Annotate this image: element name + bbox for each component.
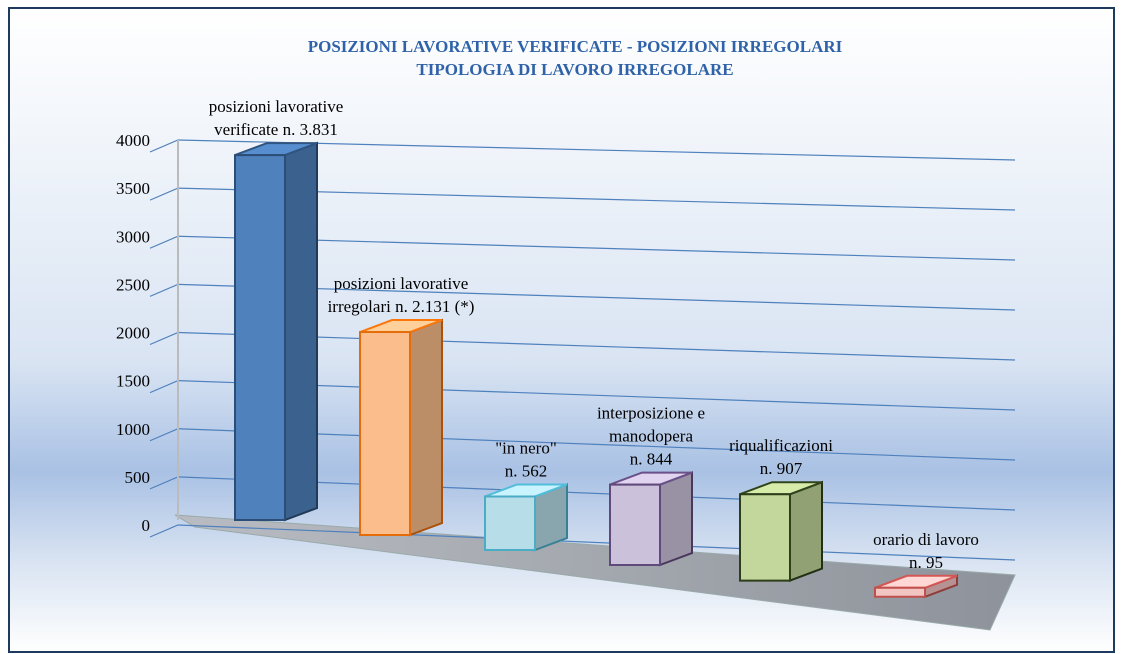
data-label: verificate n. 3.831: [214, 120, 338, 139]
data-label: posizioni lavorative: [334, 274, 469, 293]
y-tick-label: 3000: [116, 227, 150, 246]
y-tick-label: 1500: [116, 372, 150, 391]
chart-title: POSIZIONI LAVORATIVE VERIFICATE - POSIZI…: [308, 37, 843, 56]
data-label: riqualificazioni: [729, 436, 833, 455]
data-label: irregolari n. 2.131 (*): [328, 297, 475, 316]
floor: [174, 514, 1016, 631]
bar-3d: [874, 574, 958, 599]
bar-3d: [234, 141, 318, 522]
bar: [359, 331, 411, 536]
bar-side: [409, 318, 443, 537]
bar-3d: [739, 480, 823, 583]
bar: [874, 586, 926, 598]
y-tick-label: 4000: [116, 131, 150, 150]
y-tick-label: 1000: [116, 420, 150, 439]
data-label: "in nero": [495, 438, 557, 457]
bar-side: [659, 471, 693, 567]
bar-3d: [359, 318, 443, 537]
y-tick-label: 0: [142, 516, 151, 535]
y-tick-label: 2000: [116, 324, 150, 343]
grid-line: [149, 524, 1016, 561]
bar-3d: [609, 471, 693, 567]
data-label: posizioni lavorative: [209, 97, 344, 116]
bar-3d: [484, 483, 568, 552]
y-tick-label: 500: [125, 468, 151, 487]
bar-side: [789, 480, 823, 583]
y-tick-label: 3500: [116, 179, 150, 198]
chart-title: TIPOLOGIA DI LAVORO IRREGOLARE: [416, 60, 733, 79]
data-label: orario di lavoro: [873, 530, 979, 549]
data-label: n. 844: [630, 450, 673, 469]
bar: [234, 154, 286, 521]
data-label: interposizione e: [597, 404, 705, 423]
data-label: manodopera: [609, 427, 693, 446]
y-tick-label: 2500: [116, 275, 150, 294]
bar: [484, 495, 536, 551]
bar-side: [284, 141, 318, 522]
bar: [609, 483, 661, 566]
bar: [739, 493, 791, 582]
data-label: n. 907: [760, 459, 803, 478]
data-label: n. 95: [909, 553, 943, 572]
data-label: n. 562: [505, 461, 548, 480]
